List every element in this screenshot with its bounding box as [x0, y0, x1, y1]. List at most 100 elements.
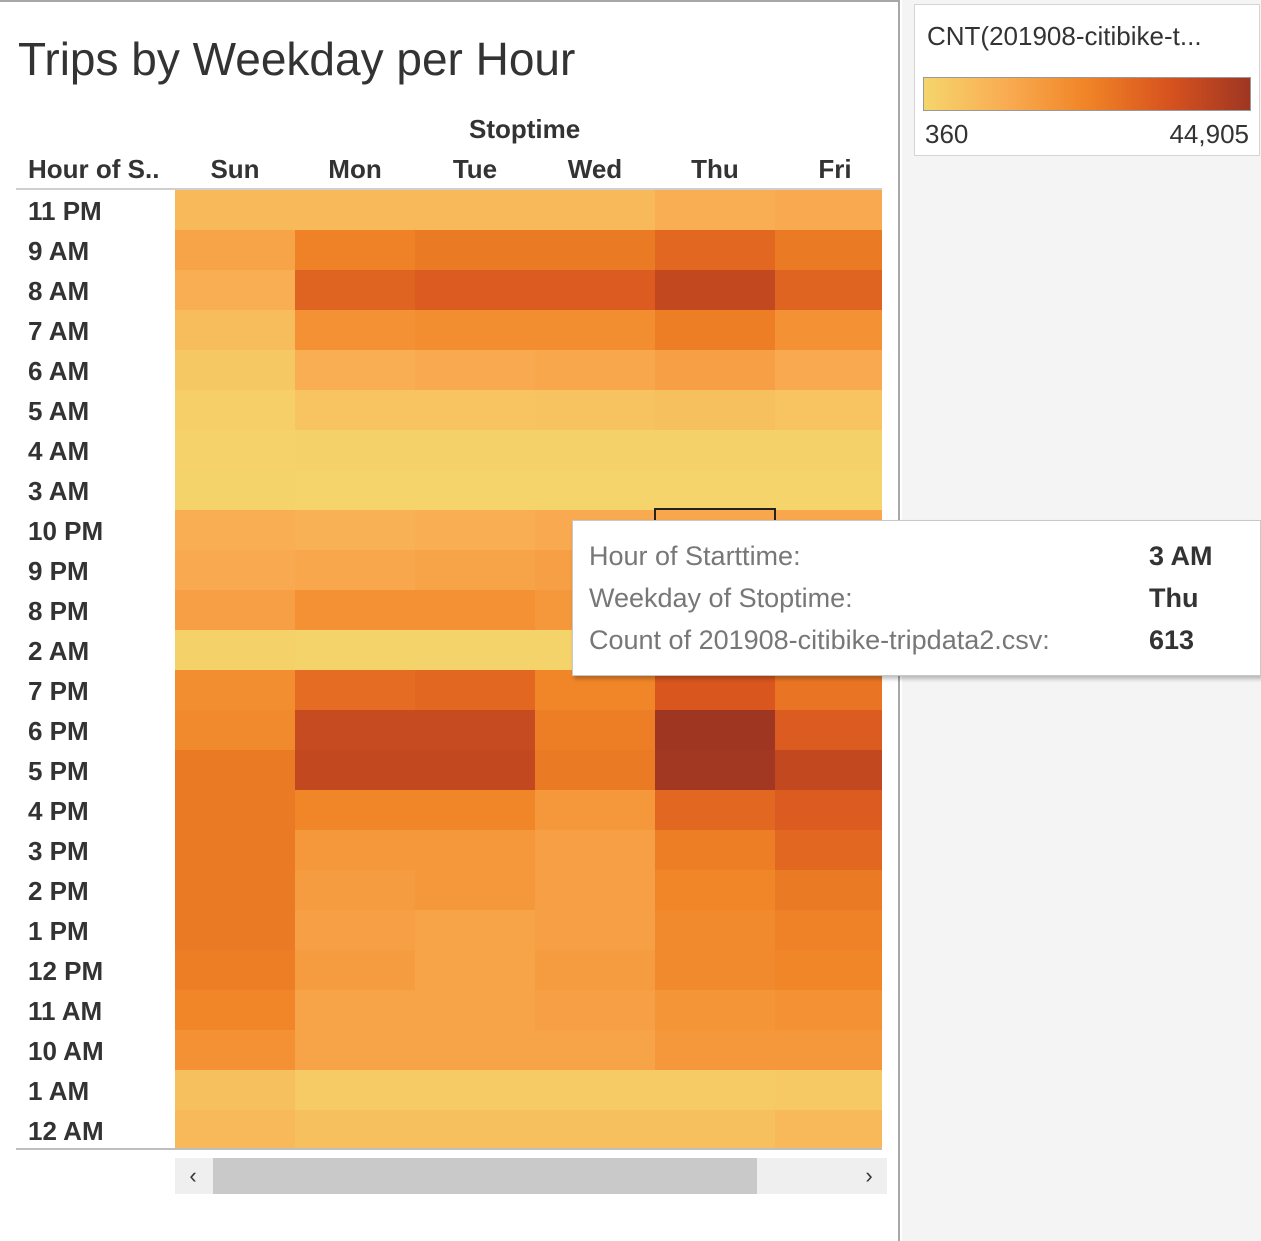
row-label[interactable]: 6 PM	[28, 716, 89, 746]
heatmap-cell[interactable]	[655, 1070, 775, 1110]
heatmap-cell[interactable]	[295, 310, 415, 350]
heatmap-cell[interactable]	[295, 870, 415, 910]
heatmap-cell[interactable]	[295, 470, 415, 510]
heatmap-cell[interactable]	[295, 750, 415, 790]
heatmap-cell[interactable]	[295, 1070, 415, 1110]
row-label[interactable]: 2 AM	[28, 636, 90, 666]
heatmap-cell[interactable]	[295, 270, 415, 310]
heatmap-cell[interactable]	[415, 230, 535, 270]
heatmap-cell[interactable]	[175, 630, 295, 670]
heatmap-cell[interactable]	[295, 990, 415, 1030]
heatmap-cell[interactable]	[535, 190, 655, 230]
heatmap-cell[interactable]	[775, 1110, 882, 1150]
heatmap-cell[interactable]	[175, 1070, 295, 1110]
heatmap-cell[interactable]	[415, 350, 535, 390]
heatmap-cell[interactable]	[535, 230, 655, 270]
heatmap-cell[interactable]	[415, 1070, 535, 1110]
heatmap-cell[interactable]	[295, 590, 415, 630]
heatmap-cell[interactable]	[175, 750, 295, 790]
heatmap-cell[interactable]	[655, 990, 775, 1030]
heatmap-cell[interactable]	[775, 950, 882, 990]
heatmap-cell[interactable]	[535, 750, 655, 790]
heatmap-cell[interactable]	[175, 830, 295, 870]
heatmap-cell[interactable]	[415, 470, 535, 510]
heatmap-cell[interactable]	[535, 950, 655, 990]
row-label[interactable]: 10 PM	[28, 516, 104, 546]
heatmap-cell[interactable]	[775, 1070, 882, 1110]
row-label[interactable]: 9 PM	[28, 556, 89, 586]
heatmap-cell[interactable]	[655, 390, 775, 430]
heatmap-cell[interactable]	[655, 910, 775, 950]
column-label[interactable]: Sun	[210, 154, 260, 184]
heatmap-cell[interactable]	[415, 190, 535, 230]
heatmap-cell[interactable]	[775, 350, 882, 390]
row-label[interactable]: 3 AM	[28, 476, 90, 506]
row-label[interactable]: 7 AM	[28, 316, 90, 346]
row-label[interactable]: 12 PM	[28, 956, 104, 986]
heatmap-cell[interactable]	[415, 590, 535, 630]
row-label[interactable]: 4 PM	[28, 796, 89, 826]
column-label[interactable]: Thu	[691, 154, 739, 184]
heatmap-cell[interactable]	[655, 1030, 775, 1070]
heatmap-cell[interactable]	[295, 390, 415, 430]
scroll-thumb[interactable]	[213, 1158, 757, 1194]
heatmap-cell[interactable]	[775, 670, 882, 710]
heatmap-cell[interactable]	[535, 830, 655, 870]
row-label[interactable]: 7 PM	[28, 676, 89, 706]
heatmap-cell[interactable]	[775, 710, 882, 750]
heatmap-cell[interactable]	[175, 790, 295, 830]
heatmap-cell[interactable]	[775, 230, 882, 270]
heatmap-cell[interactable]	[655, 190, 775, 230]
heatmap-cell[interactable]	[295, 430, 415, 470]
heatmap-cell[interactable]	[415, 750, 535, 790]
heatmap-cell[interactable]	[655, 350, 775, 390]
row-label[interactable]: 1 AM	[28, 1076, 90, 1106]
heatmap-cell[interactable]	[775, 750, 882, 790]
heatmap-cell[interactable]	[775, 470, 882, 510]
heatmap-cell[interactable]	[655, 790, 775, 830]
heatmap-cell[interactable]	[175, 670, 295, 710]
column-group-header[interactable]: Stoptime	[469, 114, 581, 144]
heatmap-cell[interactable]	[175, 870, 295, 910]
heatmap-cell[interactable]	[295, 350, 415, 390]
heatmap-cell[interactable]	[775, 830, 882, 870]
heatmap-cell[interactable]	[175, 350, 295, 390]
heatmap-cell[interactable]	[175, 550, 295, 590]
heatmap-cell[interactable]	[535, 270, 655, 310]
heatmap-cell[interactable]	[655, 1110, 775, 1150]
heatmap-cell[interactable]	[415, 910, 535, 950]
row-header-title[interactable]: Hour of S..	[28, 154, 160, 184]
heatmap-cell[interactable]	[175, 310, 295, 350]
heatmap-cell[interactable]	[535, 670, 655, 710]
heatmap-cell[interactable]	[535, 390, 655, 430]
row-label[interactable]: 1 PM	[28, 916, 89, 946]
heatmap-cell[interactable]	[775, 270, 882, 310]
row-label[interactable]: 5 PM	[28, 756, 89, 786]
row-label[interactable]: 4 AM	[28, 436, 90, 466]
heatmap-cell[interactable]	[295, 1110, 415, 1150]
heatmap-cell[interactable]	[175, 430, 295, 470]
heatmap-cell[interactable]	[415, 870, 535, 910]
heatmap-cell[interactable]	[175, 950, 295, 990]
heatmap-cell[interactable]	[415, 1030, 535, 1070]
heatmap-cell[interactable]	[175, 510, 295, 550]
heatmap-cell[interactable]	[415, 1110, 535, 1150]
heatmap-cell[interactable]	[175, 1030, 295, 1070]
heatmap-cell[interactable]	[655, 310, 775, 350]
heatmap-cell[interactable]	[295, 510, 415, 550]
heatmap-cell[interactable]	[415, 830, 535, 870]
heatmap-cell[interactable]	[415, 510, 535, 550]
heatmap-cell[interactable]	[655, 470, 775, 510]
row-label[interactable]: 6 AM	[28, 356, 90, 386]
heatmap-cell[interactable]	[175, 270, 295, 310]
heatmap-cell[interactable]	[775, 790, 882, 830]
heatmap-cell[interactable]	[775, 190, 882, 230]
heatmap-cell[interactable]	[175, 390, 295, 430]
heatmap-cell[interactable]	[295, 950, 415, 990]
heatmap-cell[interactable]	[295, 630, 415, 670]
scroll-right-icon[interactable]: ›	[865, 1163, 873, 1188]
heatmap-cell[interactable]	[415, 990, 535, 1030]
heatmap-cell[interactable]	[415, 710, 535, 750]
heatmap-cell[interactable]	[775, 910, 882, 950]
heatmap-cell[interactable]	[655, 870, 775, 910]
